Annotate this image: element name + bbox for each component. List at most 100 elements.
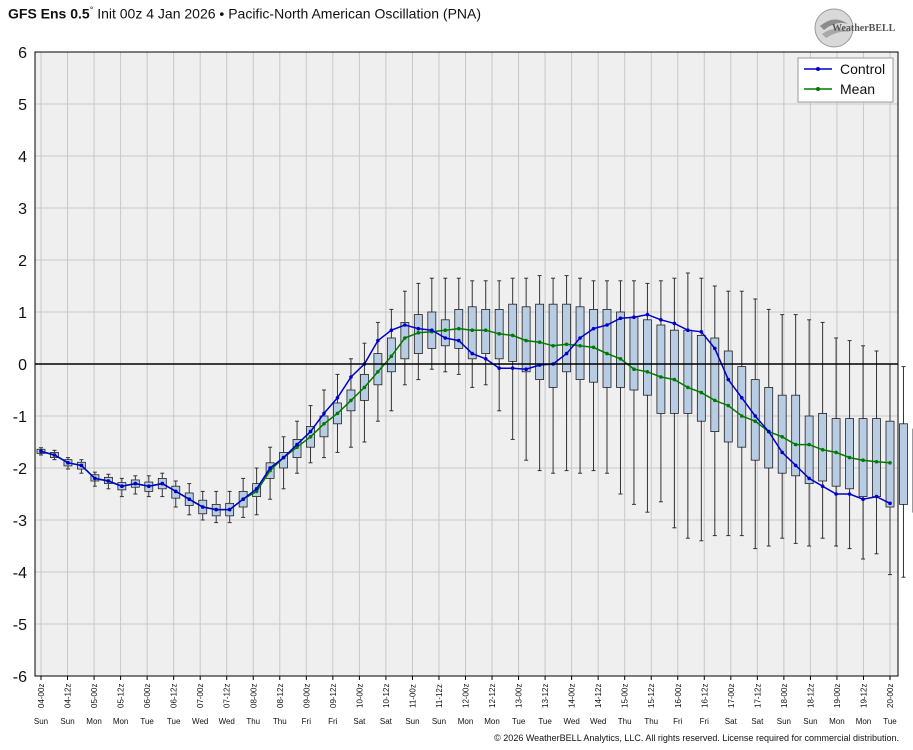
x-day-label: Thu [618,717,632,726]
series-point-control [510,366,515,370]
y-tick-label: 3 [18,201,27,218]
x-tick-label: 07-12z [223,684,232,708]
series-point-control [308,429,313,434]
x-day-label: Tue [140,717,154,726]
series-point-control [888,501,892,506]
x-day-label: Tue [883,717,897,726]
series-point-control [376,338,380,343]
ensemble-box [872,418,881,498]
x-tick-label: 12-00z [462,684,471,708]
ensemble-box [656,324,666,414]
series-point-mean [362,385,367,390]
ensemble-box [602,308,612,388]
series-point-mean [403,336,407,340]
x-day-label: Fri [302,717,312,726]
ensemble-box [899,423,908,505]
series-point-control [739,396,744,400]
x-day-label: Sun [803,717,817,726]
x-tick-label: 12-12z [488,684,497,708]
series-point-control [416,326,421,331]
x-day-label: Sun [60,717,74,726]
axis-layer: 6 5 4 3 2 1 0 -1 -2 -3 -4 -5 -6 04-00z Sun 04-12z Sun 05-… [13,45,899,726]
x-tick-label: 15-00z [621,684,630,708]
x-tick-label: 17-00z [727,684,736,708]
x-day-label: Fri [673,717,683,726]
x-day-label: Sun [432,717,446,726]
y-tick-label: 5 [18,97,27,114]
series-point-control [241,497,245,502]
x-tick-label: 04-12z [64,684,73,708]
x-tick-label: 05-12z [117,684,126,708]
ensemble-box [575,306,585,380]
series-point-control [456,338,461,343]
x-day-label: Sat [751,717,764,726]
y-tick-label: 0 [18,357,27,374]
x-tick-label: 13-12z [541,684,550,708]
series-point-mean [591,345,596,350]
x-day-label: Fri [328,717,338,726]
x-day-label: Tue [167,717,181,726]
series-point-control [389,328,394,333]
x-tick-label: 06-00z [143,684,152,708]
series-point-mean [632,367,636,372]
x-day-label: Thu [273,717,287,726]
series-line-control [40,313,891,511]
ensemble-box [777,394,787,474]
series-point-mean [659,375,663,379]
ensemble-box [723,350,733,443]
series-point-mean [551,344,555,348]
x-day-label: Wed [590,717,606,726]
x-tick-label: 06-12z [170,684,179,708]
x-tick-label: 19-12z [859,684,868,708]
ensemble-box [467,306,477,360]
series-point-control [591,326,596,331]
series-point-control [874,494,879,499]
series-point-mean [739,414,744,418]
x-tick-label: 10-12z [382,684,391,708]
title-rest: Init 00z 4 Jan 2026 • Pacific-North Amer… [93,5,482,22]
series-point-mean [645,370,650,374]
series-point-control [618,316,623,321]
series-point-control [699,329,704,334]
series-point-control [483,357,488,361]
series-point-control [524,367,528,372]
series-point-control [200,505,205,509]
series-point-control [349,375,353,379]
series-point-control [66,461,70,465]
series-point-control [605,323,609,327]
line-layer [39,312,892,512]
series-point-mean [726,403,731,408]
series-point-mean [389,354,394,359]
ensemble-box [373,353,383,386]
series-point-control [632,315,636,320]
y-tick-label: -6 [13,669,27,686]
series-point-mean [686,385,690,390]
series-point-control [686,328,690,333]
x-day-label: Mon [86,717,102,726]
copyright-text: © 2026 WeatherBELL Analytics, LLC. All r… [494,733,899,743]
series-point-control [79,463,84,468]
x-day-label: Wed [192,717,208,726]
series-point-control [564,351,569,356]
ensemble-box [845,418,854,490]
x-day-label: Sat [725,717,738,726]
series-point-control [766,429,771,434]
series-point-mean [349,398,353,403]
x-tick-label: 18-00z [780,684,789,708]
series-point-mean [888,461,892,465]
series-point-mean [254,489,259,494]
x-day-label: Thu [644,717,658,726]
ensemble-box [629,316,639,391]
series-point-control [820,484,825,489]
series-point-control [645,312,650,317]
legend-label: Control [840,61,885,77]
series-point-control [52,453,57,457]
x-tick-label: 18-12z [806,684,815,708]
legend-swatch-marker [816,87,820,91]
ensemble-box [508,303,518,362]
plot-frame [34,51,899,677]
y-tick-label: -2 [13,461,27,478]
series-point-control [713,346,717,351]
x-day-label: Mon [458,717,474,726]
y-tick-label: -4 [13,565,27,582]
